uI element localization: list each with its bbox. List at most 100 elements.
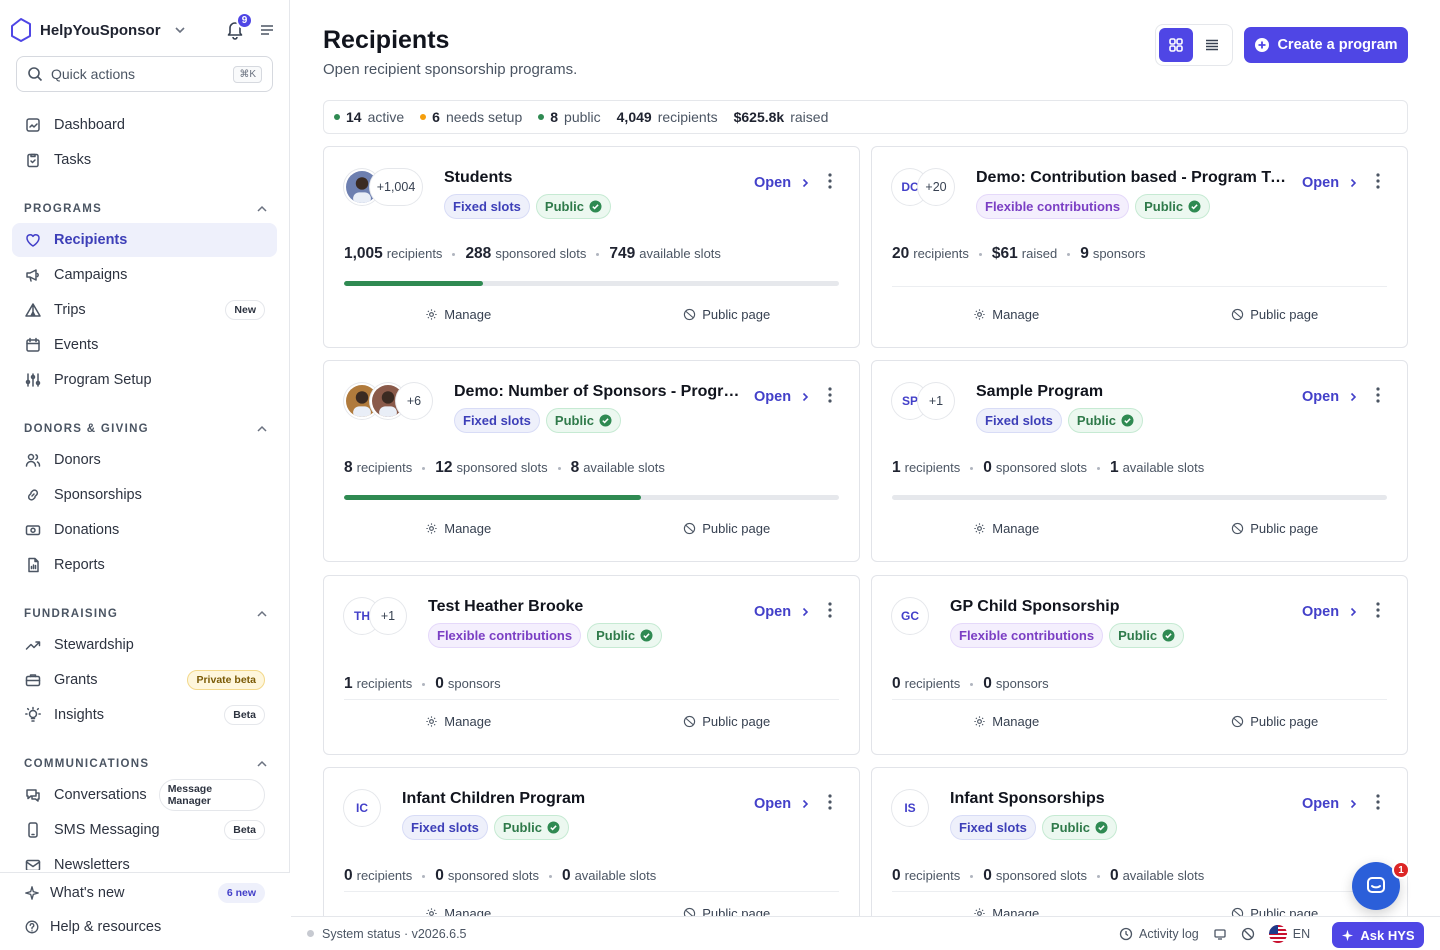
program-card[interactable]: GC GP Child Sponsorship Flexible contribut… <box>871 575 1408 755</box>
program-tags: Fixed slots Public <box>950 815 1117 840</box>
sidebar-item-stewardship[interactable]: Stewardship <box>12 628 277 662</box>
sidebar-item-trips[interactable]: Trips New <box>12 293 277 327</box>
program-metrics: 1 recipients 0 sponsored slots 1 available sl… <box>892 459 1204 477</box>
metric-sponsors: 0 sponsors <box>983 675 1048 693</box>
brand-switcher[interactable]: HelpYouSponsor <box>8 14 187 46</box>
sidebar-item-sms-messaging[interactable]: SMS Messaging Beta <box>12 813 277 847</box>
ask-hys-button[interactable]: Ask HYS <box>1332 922 1424 948</box>
heart-icon <box>26 234 40 247</box>
open-program-link[interactable]: Open <box>754 389 811 405</box>
program-card[interactable]: TH +1 Test Heather Brooke Flexible contribu… <box>323 575 860 755</box>
program-card[interactable]: SP +1 Sample Program Fixed slots Public Open 1… <box>871 360 1408 562</box>
more-options-icon[interactable] <box>1370 385 1386 405</box>
open-program-link[interactable]: Open <box>1302 796 1359 812</box>
more-options-icon[interactable] <box>1370 792 1386 812</box>
activity-log-link[interactable]: Activity log <box>1119 927 1199 941</box>
program-title[interactable]: Students <box>444 169 513 186</box>
program-title[interactable]: Infant Children Program <box>402 790 586 807</box>
nav-list[interactable]: Dashboard Tasks PROGRAMS Recipients Campaign… <box>0 104 290 870</box>
sidebar-item-tasks[interactable]: Tasks <box>12 143 277 177</box>
manage-button[interactable]: Manage <box>324 304 593 324</box>
sidebar-item-campaigns[interactable]: Campaigns <box>12 258 277 292</box>
manage-label: Manage <box>444 306 492 322</box>
more-options-icon[interactable] <box>822 600 838 620</box>
section-header-donors-giving[interactable]: DONORS & GIVING <box>24 421 269 437</box>
manage-button[interactable]: Manage <box>872 518 1141 538</box>
manage-button[interactable]: Manage <box>872 304 1141 324</box>
program-card[interactable]: +6 Demo: Number of Sponsors - Progra... Fi… <box>323 360 860 562</box>
section-header-fundraising[interactable]: FUNDRAISING <box>24 606 269 622</box>
list-view-button[interactable] <box>1196 28 1230 62</box>
manage-button[interactable]: Manage <box>872 711 1141 731</box>
card-actions: Manage Public page <box>324 518 861 538</box>
sidebar-item-donors[interactable]: Donors <box>12 443 277 477</box>
open-program-link[interactable]: Open <box>1302 604 1359 620</box>
open-program-link[interactable]: Open <box>754 604 811 620</box>
grid-view-button[interactable] <box>1159 28 1193 62</box>
sidebar-item-program-setup[interactable]: Program Setup <box>12 363 277 397</box>
open-program-link[interactable]: Open <box>1302 389 1359 405</box>
system-status[interactable]: System status · v2026.6.5 <box>307 927 467 941</box>
public-page-button[interactable]: Public page <box>1141 518 1409 538</box>
program-card[interactable]: IS Infant Sponsorships Fixed slots Public Op… <box>871 767 1408 916</box>
section-header-communications[interactable]: COMMUNICATIONS <box>24 756 269 772</box>
public-page-button[interactable]: Public page <box>1141 903 1409 916</box>
sidebar-item-sponsorships[interactable]: Sponsorships <box>12 478 277 512</box>
public-page-button[interactable]: Public page <box>593 903 862 916</box>
sidebar-item-reports[interactable]: Reports <box>12 548 277 582</box>
sidebar-item-conversations[interactable]: Conversations Message Manager <box>12 778 277 812</box>
page-subtitle: Open recipient sponsorship programs. <box>323 61 578 78</box>
sidebar-item-events[interactable]: Events <box>12 328 277 362</box>
tag-public: Public <box>545 408 621 433</box>
program-title[interactable]: Demo: Contribution based - Program Type <box>976 169 1292 186</box>
sidebar-item-insights[interactable]: Insights Beta <box>12 698 277 732</box>
manage-label: Manage <box>992 905 1040 917</box>
sidebar-item-donations[interactable]: Donations <box>12 513 277 547</box>
globe-off-icon[interactable] <box>1241 927 1255 941</box>
metric-value: 1 <box>1109 459 1119 476</box>
program-title[interactable]: Sample Program <box>976 383 1104 400</box>
chevron-up-icon <box>257 425 267 432</box>
more-options-icon[interactable] <box>822 171 838 191</box>
program-card[interactable]: DC +20 Demo: Contribution based - Program … <box>871 146 1408 348</box>
create-program-button[interactable]: Create a program <box>1244 27 1408 63</box>
quick-actions-search[interactable]: Quick actions ⌘K <box>16 56 273 92</box>
public-page-button[interactable]: Public page <box>1141 711 1409 731</box>
manage-button[interactable]: Manage <box>324 518 593 538</box>
more-options-icon[interactable] <box>822 385 838 405</box>
manage-button[interactable]: Manage <box>324 903 593 916</box>
sidebar-footer-help-resources[interactable]: Help & resources <box>12 911 277 943</box>
sidebar-item-grants[interactable]: Grants Private beta <box>12 663 277 697</box>
stat-dot <box>420 114 427 120</box>
monitor-icon[interactable] <box>1213 927 1227 941</box>
metric-value: 12 <box>435 459 453 476</box>
public-page-button[interactable]: Public page <box>593 711 862 731</box>
more-options-icon[interactable] <box>1370 171 1386 191</box>
program-title[interactable]: GP Child Sponsorship <box>950 598 1120 615</box>
program-card[interactable]: +1,004 Students Fixed slots Public Open 1,005… <box>323 146 860 348</box>
sidebar-item-dashboard[interactable]: Dashboard <box>12 108 277 142</box>
sidebar-footer-what-s-new[interactable]: What's new 6 new <box>12 877 277 909</box>
stat-value: $625.8k <box>733 109 785 125</box>
avatar-stack: +6 <box>344 383 432 421</box>
program-card[interactable]: IC Infant Children Program Fixed slots Publ… <box>323 767 860 916</box>
more-options-icon[interactable] <box>1370 600 1386 620</box>
more-options-icon[interactable] <box>822 792 838 812</box>
public-page-button[interactable]: Public page <box>593 304 862 324</box>
sidebar-item-newsletters[interactable]: Newsletters <box>12 848 277 870</box>
open-program-link[interactable]: Open <box>754 175 811 191</box>
menu-collapse-icon[interactable] <box>258 21 276 39</box>
program-title[interactable]: Demo: Number of Sponsors - Progra... <box>454 383 744 400</box>
manage-button[interactable]: Manage <box>872 903 1141 916</box>
program-title[interactable]: Test Heather Brooke <box>428 598 584 615</box>
manage-button[interactable]: Manage <box>324 711 593 731</box>
section-header-programs[interactable]: PROGRAMS <box>24 201 269 217</box>
sidebar-item-recipients[interactable]: Recipients <box>12 223 277 257</box>
public-page-button[interactable]: Public page <box>593 518 862 538</box>
megaphone-icon <box>26 269 39 282</box>
language-selector[interactable]: EN <box>1268 924 1310 943</box>
open-program-link[interactable]: Open <box>1302 175 1359 191</box>
program-title[interactable]: Infant Sponsorships <box>950 790 1105 807</box>
public-page-button[interactable]: Public page <box>1141 304 1409 324</box>
open-program-link[interactable]: Open <box>754 796 811 812</box>
